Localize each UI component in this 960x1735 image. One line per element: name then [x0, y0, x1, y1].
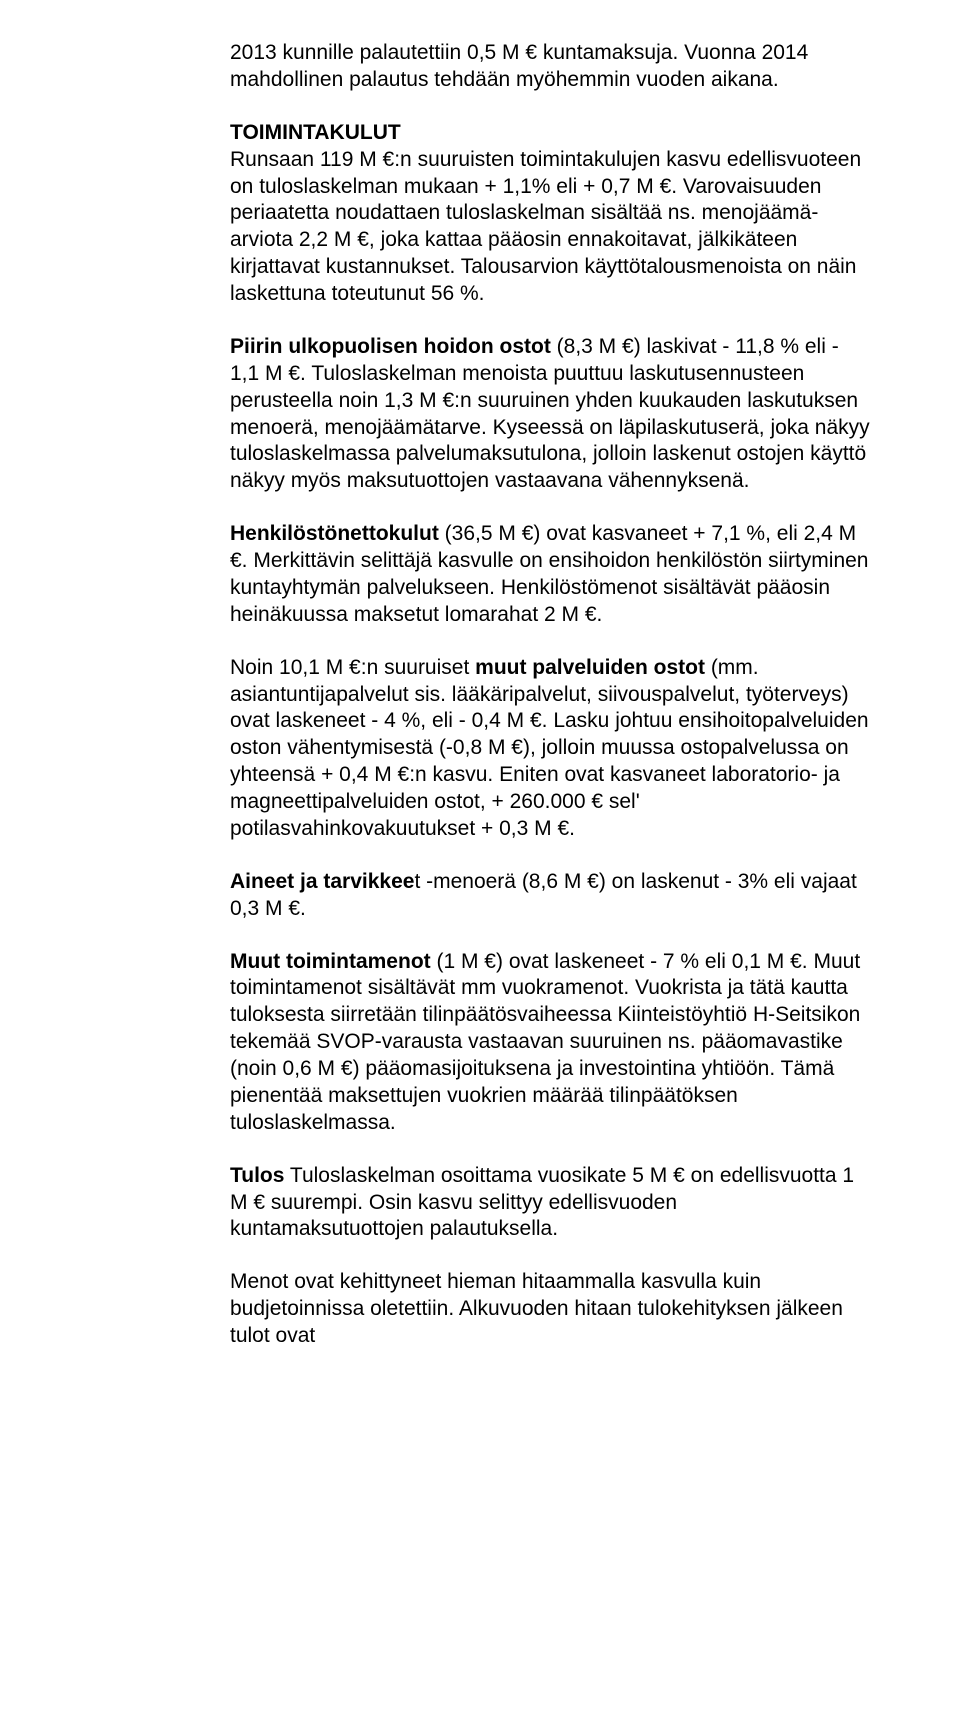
heading-toimintakulut: TOIMINTAKULUT [230, 121, 401, 144]
paragraph-2-body: Runsaan 119 M €:n suuruisten toimintakul… [230, 148, 861, 305]
paragraph-5-body: (mm. asiantuntijapalvelut sis. lääkäripa… [230, 656, 869, 840]
paragraph-2: TOIMINTAKULUT Runsaan 119 M €:n suuruist… [230, 120, 870, 308]
paragraph-3: Piirin ulkopuolisen hoidon ostot (8,3 M … [230, 334, 870, 495]
paragraph-7-body: (1 M €) ovat laskeneet - 7 % eli 0,1 M €… [230, 950, 860, 1134]
lead-piirin-ulkopuolisen: Piirin ulkopuolisen hoidon ostot [230, 335, 551, 358]
paragraph-7: Muut toimintamenot (1 M €) ovat laskenee… [230, 949, 870, 1137]
paragraph-5-pre: Noin 10,1 M €:n suuruiset [230, 656, 475, 679]
lead-henkilostonettokulut: Henkilöstönettokulut [230, 522, 439, 545]
paragraph-6: Aineet ja tarvikkeet -menoerä (8,6 M €) … [230, 869, 870, 923]
paragraph-5: Noin 10,1 M €:n suuruiset muut palveluid… [230, 655, 870, 843]
paragraph-1: 2013 kunnille palautettiin 0,5 M € kunta… [230, 40, 870, 94]
document-page: 2013 kunnille palautettiin 0,5 M € kunta… [0, 0, 960, 1735]
paragraph-3-body: (8,3 M €) laskivat - 11,8 % eli - 1,1 M … [230, 335, 870, 492]
lead-aineet-tarvikkeet: Aineet ja tarvikkee [230, 870, 414, 893]
paragraph-9: Menot ovat kehittyneet hieman hitaammall… [230, 1269, 870, 1350]
lead-muut-toimintamenot: Muut toimintamenot [230, 950, 431, 973]
paragraph-8: Tulos Tuloslaskelman osoittama vuosikate… [230, 1163, 870, 1244]
paragraph-8-body: Tuloslaskelman osoittama vuosikate 5 M €… [230, 1164, 854, 1241]
lead-tulos: Tulos [230, 1164, 284, 1187]
paragraph-4: Henkilöstönettokulut (36,5 M €) ovat kas… [230, 521, 870, 629]
lead-muut-palveluiden-ostot: muut palveluiden ostot [475, 656, 705, 679]
